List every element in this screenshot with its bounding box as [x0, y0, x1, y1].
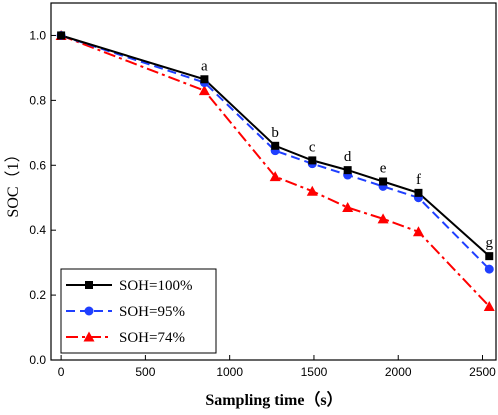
y-tick-label: 0.8: [29, 93, 46, 107]
x-tick-label: 0: [58, 365, 65, 379]
x-tick-label: 2000: [385, 365, 412, 379]
data-point-square: [57, 31, 66, 40]
point-annotation: a: [201, 58, 208, 74]
legend-label: SOH=95%: [119, 304, 185, 320]
y-tick-label: 0.2: [29, 288, 46, 302]
data-point-triangle: [342, 201, 354, 212]
series-line: [60, 34, 490, 257]
data-point-circle: [484, 264, 494, 274]
point-annotation: b: [271, 125, 279, 141]
x-axis-title: Sampling time（s）: [205, 391, 342, 409]
legend-marker-circle: [84, 306, 94, 316]
y-tick-label: 1.0: [29, 28, 46, 42]
series-line: [60, 34, 491, 308]
point-annotation: g: [486, 235, 494, 251]
data-point-square: [200, 75, 209, 84]
data-point-triangle: [306, 185, 318, 196]
data-point-triangle: [412, 226, 424, 237]
legend-label: SOH=74%: [119, 330, 185, 346]
series-lines: [60, 34, 491, 308]
legend-label: SOH=100%: [119, 278, 192, 294]
data-point-triangle: [483, 300, 495, 311]
legend: SOH=100% SOH=95% SOH=74%: [60, 268, 217, 354]
x-tick-label: 1500: [301, 365, 328, 379]
plot-frame: [50, 2, 497, 361]
point-annotations: a b c d e f g: [201, 58, 493, 251]
data-point-square: [379, 177, 388, 186]
x-tick-label: 1000: [216, 365, 243, 379]
series-markers: [55, 29, 495, 311]
data-point-square: [343, 166, 352, 175]
legend-marker-triangle: [83, 331, 95, 342]
x-tick-label: 500: [135, 365, 155, 379]
data-point-triangle: [198, 85, 210, 96]
series-line: [60, 34, 491, 270]
point-annotation: c: [309, 139, 316, 155]
point-annotation: d: [344, 149, 352, 165]
data-point-square: [485, 252, 494, 261]
data-point-square: [308, 156, 317, 165]
point-annotation: f: [416, 172, 421, 188]
point-annotation: e: [380, 161, 387, 177]
x-axis-ticks: 0 500 1000 1500 2000 2500: [58, 355, 496, 379]
y-axis-ticks: 0.0 0.2 0.4 0.6 0.8 1.0: [29, 28, 56, 367]
y-axis-title: SOC（1）: [4, 146, 22, 217]
y-tick-label: 0.4: [29, 223, 46, 237]
data-point-square: [271, 141, 280, 150]
x-tick-label: 2500: [469, 365, 496, 379]
y-tick-label: 0.6: [29, 158, 46, 172]
data-point-triangle: [377, 213, 389, 224]
data-point-triangle: [269, 171, 281, 182]
legend-marker-square: [85, 281, 93, 289]
data-point-square: [414, 188, 423, 197]
y-tick-label: 0.0: [29, 353, 46, 367]
